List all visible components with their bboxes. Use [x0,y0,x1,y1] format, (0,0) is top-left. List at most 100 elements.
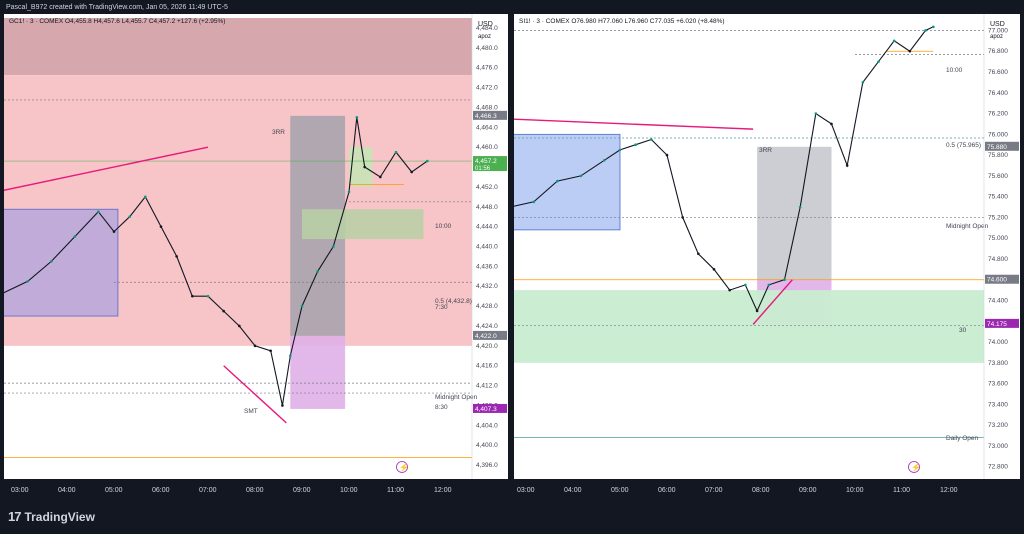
x-tick-label: 05:00 [105,487,123,494]
3rr-label: 3RR [759,147,772,154]
half-level-label: 0.5 (4,432.8) [435,298,472,305]
price-point [767,283,771,287]
magenta-trendline [514,118,754,130]
scale-mode-label: apoz [990,34,1003,40]
y-tick-label: 75.600 [988,173,1008,180]
x-tick-label: 05:00 [611,487,629,494]
y-tick-label: 4,412.0 [476,383,498,390]
ten-oclock-label: 10:00 [435,223,452,230]
brand-name: TradingView [24,509,95,524]
price-point [712,268,716,271]
price-point [316,270,319,273]
x-tick-label: 11:00 [893,487,910,494]
position-stop-box [290,335,346,409]
gold-chart-svg[interactable]: 3RR 10:00 0.5 (4,432.8)7:30 Midnight Open 8:… [4,14,508,499]
price-point [908,49,912,53]
y-tick-label: 4,480.0 [476,45,498,52]
x-tick-label: 08:00 [246,487,264,494]
price-label-text: 74.175 [987,321,1007,328]
eight-thirty-label: 8:30 [435,404,448,411]
x-tick-label: 11:00 [387,487,404,494]
x-tick-label: 06:00 [658,487,676,494]
x-tick-label: 04:00 [564,487,582,494]
price-point [697,252,700,256]
y-tick-label: 76.000 [988,131,1008,138]
y-tick-label: 4,424.0 [476,323,498,330]
price-point [845,164,849,167]
demand-zone [514,290,984,363]
price-label-countdown: 01:56 [475,166,491,172]
price-point [728,288,731,292]
y-tick-label: 73.400 [988,401,1008,408]
y-tick-label: 4,400.0 [476,442,498,449]
y-tick-label: 4,452.0 [476,184,498,191]
price-point [288,354,292,358]
price-point [355,116,359,119]
price-point [222,309,225,313]
gold-chart-panel[interactable]: 3RR 10:00 0.5 (4,432.8) 7:30 Midnight Open 8:… [4,14,508,499]
price-point [814,112,818,115]
price-point [269,349,272,353]
x-tick-label: 06:00 [152,487,170,494]
price-point [579,174,583,178]
price-label-text: 75.880 [987,144,1007,151]
currency-label: USD [478,21,493,28]
lightning-icon [908,461,920,473]
price-point [50,260,53,263]
y-tick-label: 4,432.0 [476,283,498,290]
price-point [379,175,382,179]
ten-oclock-label: 10:00 [946,67,963,74]
x-tick-label: 04:00 [58,487,76,494]
price-point [26,279,30,283]
lightning-icon-glyph: ⚡ [399,462,409,472]
y-tick-label: 73.600 [988,381,1008,388]
scale-mode-label: apoz [478,34,491,40]
y-tick-label: 74.400 [988,298,1008,305]
lightning-icon-glyph: ⚡ [911,462,921,472]
x-tick-label: 12:00 [434,487,452,494]
y-tick-label: 76.600 [988,69,1008,76]
position-risk-box [757,146,832,280]
tradingview-brand[interactable]: 17 TradingView [8,509,95,524]
price-point [665,153,669,157]
price-label-box [473,110,507,120]
y-tick-label: 76.800 [988,48,1008,55]
y-tick-label: 4,460.0 [476,144,498,151]
price-point [175,255,178,258]
midnight-open-label: Midnight Open [946,223,989,230]
x-axis-bar [4,479,508,499]
price-point [191,294,194,298]
silver-chart-svg[interactable]: 3RR 10:00 0.5 (75.965) Midnight Open 30 Daily… [514,14,1020,499]
price-point [861,81,865,84]
price-line [4,117,428,406]
price-label-box [473,156,507,172]
x-tick-label: 07:00 [199,487,217,494]
price-label-text: 4,466.3 [475,113,497,120]
price-label-text: 4,407.3 [475,406,497,413]
price-label-box [473,403,507,413]
y-tick-label: 4,472.0 [476,85,498,92]
price-point [159,225,163,228]
price-point [755,309,759,313]
y-tick-label: 4,468.0 [476,104,498,111]
price-point [144,195,147,199]
price-point [281,404,284,407]
x-axis-bar [514,479,1020,499]
price-point [744,283,747,287]
smt-trendline [223,365,287,424]
price-label-box [985,141,1019,151]
price-point [300,304,304,308]
price-point [603,158,606,162]
magenta-trendline [4,146,209,191]
price-label-text: 4,422.0 [475,333,497,340]
silver-chart-panel[interactable]: 3RR 10:00 0.5 (75.965) Midnight Open 30 Daily… [514,14,1020,499]
price-label-box [985,318,1019,328]
price-point [532,200,536,204]
x-tick-label: 08:00 [752,487,770,494]
price-point [650,138,653,141]
price-point [830,122,833,126]
thirty-label: 30 [959,327,967,334]
price-point [877,60,880,63]
currency-label: USD [990,21,1005,28]
price-point [332,245,335,248]
